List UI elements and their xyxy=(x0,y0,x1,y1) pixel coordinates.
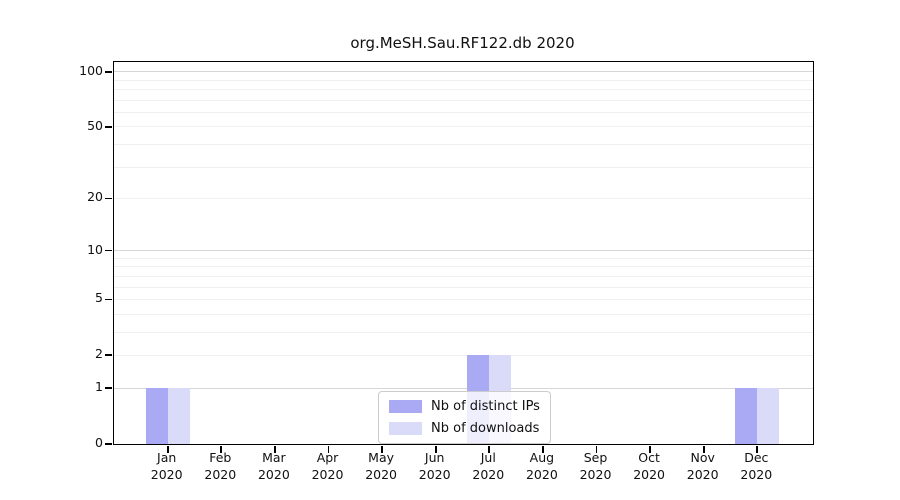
gridline-60 xyxy=(114,111,813,113)
y-tick-100 xyxy=(105,70,112,73)
chart-title: org.MeSH.Sau.RF122.db 2020 xyxy=(350,34,575,52)
x-tick-mar xyxy=(274,446,276,453)
gridline-100 xyxy=(114,71,813,73)
gridline-4 xyxy=(114,313,813,315)
legend: Nb of distinct IPs Nb of downloads xyxy=(378,391,551,444)
x-tick-label-aug: Aug 2020 xyxy=(525,450,558,482)
y-tick-5 xyxy=(105,298,112,301)
x-tick-label-apr: Apr 2020 xyxy=(311,450,344,482)
y-tick-label-100: 100 xyxy=(79,62,103,78)
y-tick-label-1: 1 xyxy=(95,379,103,395)
x-tick-label-jun: Jun 2020 xyxy=(418,450,451,482)
x-tick-sep xyxy=(595,446,598,453)
x-tick-jul xyxy=(488,446,491,453)
y-tick-10 xyxy=(105,249,112,252)
gridline-50 xyxy=(114,126,813,128)
gridline-80 xyxy=(114,89,813,91)
x-tick-oct xyxy=(649,446,651,453)
x-tick-label-dec: Dec 2020 xyxy=(740,450,773,482)
x-tick-apr xyxy=(327,446,330,453)
gridline-9 xyxy=(114,257,813,259)
y-tick-20 xyxy=(105,197,112,200)
x-tick-aug xyxy=(542,446,544,453)
x-tick-jun xyxy=(434,446,437,453)
x-tick-label-nov: Nov 2020 xyxy=(686,450,719,482)
y-tick-1 xyxy=(105,387,112,389)
downloads-bar-jan xyxy=(167,388,190,444)
gridline-30 xyxy=(114,166,813,168)
gridline-7 xyxy=(114,275,813,277)
legend-label-distinct-ips: Nb of distinct IPs xyxy=(431,399,540,414)
x-tick-label-mar: Mar 2020 xyxy=(257,450,290,482)
gridline-20 xyxy=(114,197,813,199)
plot-area: Nb of distinct IPs Nb of downloads xyxy=(105,61,814,453)
y-tick-label-2: 2 xyxy=(95,346,103,362)
distinct-ips-swatch-icon xyxy=(389,400,422,413)
distinct-ips-bar-jan xyxy=(145,388,168,444)
x-tick-label-oct: Oct 2020 xyxy=(633,450,665,482)
x-tick-label-jan: Jan 2020 xyxy=(150,450,183,482)
downloads-bar-dec xyxy=(757,388,780,444)
y-tick-label-50: 50 xyxy=(87,117,103,133)
gridline-6 xyxy=(114,286,813,288)
downloads-swatch-icon xyxy=(389,422,422,435)
x-tick-may xyxy=(381,446,383,453)
gridline-3 xyxy=(114,331,813,333)
legend-item-downloads: Nb of downloads xyxy=(389,421,540,436)
x-tick-label-may: May 2020 xyxy=(365,450,397,482)
x-tick-dec xyxy=(756,446,759,453)
gridline-40 xyxy=(114,143,813,145)
x-tick-feb xyxy=(220,446,223,453)
x-tick-jan xyxy=(166,446,169,453)
y-tick-label-0: 0 xyxy=(95,435,103,450)
legend-item-distinct-ips: Nb of distinct IPs xyxy=(389,399,540,414)
x-tick-label-jul: Jul 2020 xyxy=(472,450,505,482)
y-tick-label-5: 5 xyxy=(95,290,103,306)
legend-label-downloads: Nb of downloads xyxy=(431,421,540,436)
gridline-90 xyxy=(114,79,813,81)
y-tick-label-20: 20 xyxy=(87,189,103,205)
x-tick-nov xyxy=(702,446,705,453)
gridline-10 xyxy=(114,250,813,252)
y-tick-2 xyxy=(105,354,112,357)
y-tick-0 xyxy=(105,443,112,445)
distinct-ips-bar-dec xyxy=(735,388,758,444)
gridline-1 xyxy=(114,387,813,389)
y-tick-50 xyxy=(105,125,112,128)
x-tick-label-feb: Feb 2020 xyxy=(204,450,237,482)
x-tick-label-sep: Sep 2020 xyxy=(579,450,612,482)
gridline-2 xyxy=(114,354,813,356)
gridline-5 xyxy=(114,298,813,300)
gridline-8 xyxy=(114,266,813,268)
gridline-70 xyxy=(114,99,813,101)
y-tick-label-10: 10 xyxy=(87,241,103,257)
